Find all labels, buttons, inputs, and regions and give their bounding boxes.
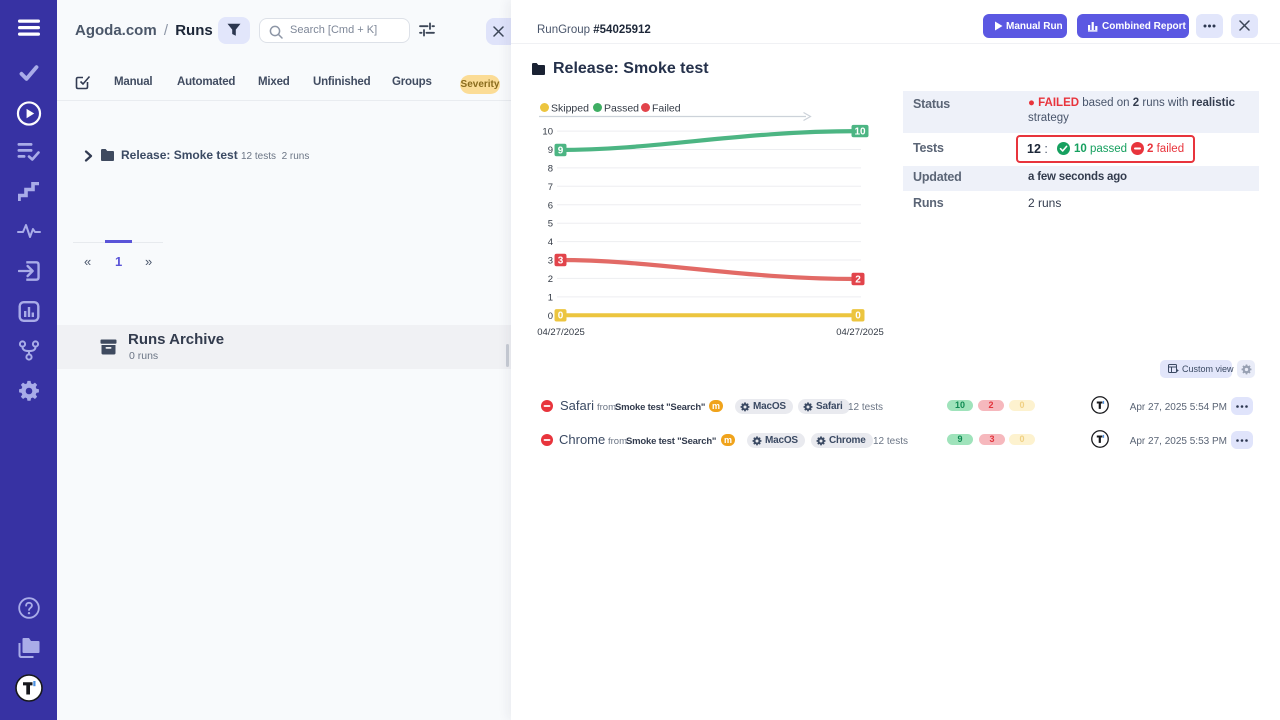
svg-text:04/27/2025: 04/27/2025: [537, 327, 585, 338]
svg-text:9: 9: [548, 145, 553, 156]
svg-text:1: 1: [548, 292, 553, 303]
svg-text:2: 2: [548, 274, 553, 285]
svg-text:6: 6: [548, 200, 553, 211]
svg-text:10: 10: [542, 127, 553, 138]
svg-text:3: 3: [558, 255, 564, 266]
svg-text:3: 3: [548, 256, 553, 267]
svg-text:7: 7: [548, 182, 553, 193]
svg-text:04/27/2025: 04/27/2025: [836, 327, 884, 338]
svg-text:5: 5: [548, 219, 553, 230]
svg-text:4: 4: [548, 237, 553, 248]
svg-text:Passed: Passed: [604, 103, 639, 115]
svg-text:0: 0: [558, 311, 564, 322]
svg-text:2: 2: [855, 274, 861, 285]
svg-text:Skipped: Skipped: [551, 103, 589, 115]
svg-text:0: 0: [548, 311, 553, 322]
svg-text:10: 10: [854, 126, 866, 137]
svg-text:8: 8: [548, 163, 553, 174]
svg-text:9: 9: [558, 145, 564, 156]
svg-text:Failed: Failed: [652, 103, 681, 115]
svg-text:0: 0: [855, 311, 861, 322]
